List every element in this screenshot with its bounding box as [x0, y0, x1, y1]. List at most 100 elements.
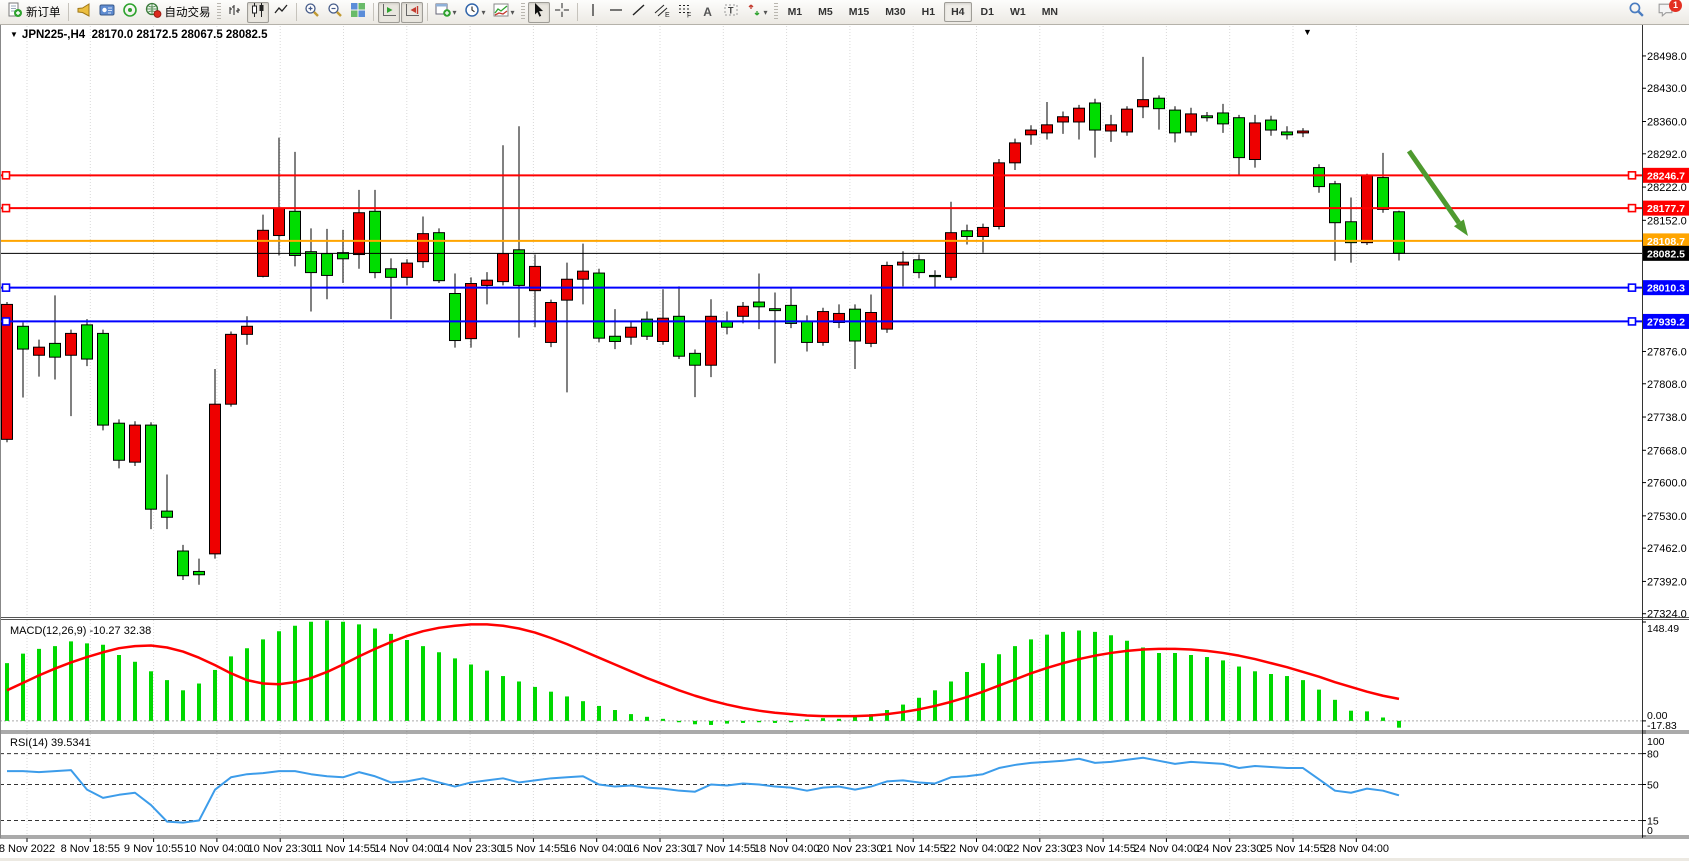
dropdown-caret: ▾: [510, 7, 515, 17]
vertical-line-icon: [585, 2, 601, 23]
svg-text:28152.0: 28152.0: [1647, 215, 1687, 227]
megaphone-button[interactable]: [73, 2, 95, 23]
svg-text:24 Nov 04:00: 24 Nov 04:00: [1134, 843, 1199, 855]
timeframe-button-M15[interactable]: M15: [848, 6, 870, 18]
new-chart-button[interactable]: ▾: [432, 2, 460, 23]
zoom-out-button[interactable]: [324, 2, 346, 23]
timeframe-button-H1[interactable]: H1: [921, 6, 936, 18]
notification-badge: 1: [1669, 0, 1682, 12]
svg-text:27808.0: 27808.0: [1647, 379, 1687, 391]
timeframe-button-D1[interactable]: D1: [980, 6, 994, 18]
horizontal-line-icon: [608, 2, 624, 23]
trend-arrow-head: [1453, 219, 1468, 236]
toolbar-right: 1: [1625, 0, 1685, 23]
svg-text:F: F: [687, 12, 691, 18]
timeframe-button-M30[interactable]: M30: [885, 6, 906, 18]
svg-text:21 Nov 14:55: 21 Nov 14:55: [880, 843, 945, 855]
svg-text:20 Nov 23:30: 20 Nov 23:30: [817, 843, 882, 855]
chart-shift-button[interactable]: [400, 1, 423, 23]
fibonacci-icon: F: [677, 2, 693, 23]
candlestick-chart-button[interactable]: [246, 1, 269, 23]
toolbar-grip: [773, 3, 778, 21]
text-icon: A: [703, 5, 712, 19]
trend-arrow: [1406, 149, 1461, 225]
svg-text:28177.7: 28177.7: [1647, 203, 1685, 215]
horizontal-line-button[interactable]: [605, 2, 627, 23]
signals-button[interactable]: [119, 2, 141, 23]
crosshair-icon: [554, 2, 570, 23]
fibonacci-button[interactable]: F: [674, 2, 696, 23]
svg-text:11 Nov 14:55: 11 Nov 14:55: [311, 843, 376, 855]
candlestick-chart-icon: [250, 2, 266, 23]
signals-icon: [122, 2, 138, 23]
trendline-icon: [631, 2, 647, 23]
timeframe-button-M5[interactable]: M5: [818, 6, 833, 18]
svg-text:27668.0: 27668.0: [1647, 445, 1687, 457]
auto-scroll-button[interactable]: [377, 1, 400, 23]
price-axis[interactable]: 28498.0 28430.0 28360.0 28292.0 28222.0 28152…: [1642, 51, 1689, 621]
chart-dropdown-icon[interactable]: ▼: [10, 30, 18, 39]
vertical-line-button[interactable]: [582, 2, 604, 23]
cursor-button[interactable]: [527, 1, 550, 23]
toolbar-grip: [216, 3, 221, 21]
tile-windows-icon: [350, 2, 366, 23]
arrows-button[interactable]: ▾: [743, 2, 771, 23]
toolbar-grip: [520, 3, 525, 21]
separator: [576, 3, 578, 21]
macd-label: MACD(12,26,9) -10.27 32.38: [10, 625, 152, 637]
svg-text:28498.0: 28498.0: [1647, 51, 1687, 63]
algo-trading-button[interactable]: 自动交易: [142, 2, 214, 23]
notifications-button[interactable]: 1: [1654, 0, 1682, 23]
new-order-button[interactable]: 新订单: [4, 2, 64, 23]
svg-text:16 Nov 23:30: 16 Nov 23:30: [627, 843, 692, 855]
svg-text:24 Nov 23:30: 24 Nov 23:30: [1197, 843, 1262, 855]
svg-text:148.49: 148.49: [1647, 623, 1679, 635]
search-icon: [1628, 1, 1645, 23]
dropdown-caret: ▾: [763, 7, 768, 17]
main-toolbar: 新订单 自动交易: [0, 0, 1689, 25]
candles-layer: [1, 56, 1405, 585]
svg-text:15: 15: [1647, 816, 1659, 828]
svg-text:50: 50: [1647, 780, 1659, 792]
svg-text:23 Nov 14:55: 23 Nov 14:55: [1070, 843, 1135, 855]
svg-text:18 Nov 04:00: 18 Nov 04:00: [754, 843, 819, 855]
text-label-button[interactable]: T: [720, 2, 742, 23]
search-button[interactable]: [1625, 2, 1648, 23]
svg-text:28430.0: 28430.0: [1647, 83, 1687, 95]
tile-windows-button[interactable]: [347, 2, 369, 23]
text-button[interactable]: A: [697, 2, 719, 23]
macd-axis: 148.49 0.00-17.83: [1642, 621, 1679, 732]
megaphone-icon: [76, 2, 92, 23]
svg-text:E: E: [665, 12, 670, 18]
trendline-button[interactable]: [628, 2, 650, 23]
chart-canvas[interactable]: 8 Nov 2022 8 Nov 18:55 9 Nov 10:55 10 Nov 0…: [0, 25, 1689, 858]
new-order-label: 新订单: [26, 7, 61, 19]
periods-button[interactable]: ▾: [461, 2, 489, 23]
svg-text:28222.0: 28222.0: [1647, 182, 1687, 194]
chart-title-symbol: JPN225-,H4: [21, 29, 86, 41]
timeframe-button-M1[interactable]: M1: [787, 6, 803, 18]
chart-shift-marker[interactable]: ▼: [1303, 27, 1312, 37]
market-watch-button[interactable]: [96, 2, 118, 23]
line-chart-button[interactable]: [270, 2, 292, 23]
svg-text:25 Nov 14:55: 25 Nov 14:55: [1260, 843, 1325, 855]
svg-text:-17.83: -17.83: [1647, 720, 1677, 732]
crosshair-button[interactable]: [551, 2, 573, 23]
timeframe-button-MN[interactable]: MN: [1041, 6, 1059, 18]
svg-text:9 Nov 10:55: 9 Nov 10:55: [124, 843, 183, 855]
svg-text:T: T: [728, 5, 734, 15]
text-label-icon: T: [723, 2, 739, 23]
separator: [295, 3, 297, 21]
svg-text:8 Nov 18:55: 8 Nov 18:55: [61, 843, 120, 855]
indicators-button[interactable]: ▾: [490, 2, 518, 23]
timeframe-button-H4[interactable]: H4: [944, 2, 972, 22]
svg-text:15 Nov 14:55: 15 Nov 14:55: [501, 843, 566, 855]
svg-text:28246.7: 28246.7: [1647, 170, 1685, 182]
zoom-in-button[interactable]: [301, 2, 323, 23]
bar-chart-button[interactable]: [224, 2, 246, 23]
timeframe-button-W1[interactable]: W1: [1009, 6, 1026, 18]
svg-text:28360.0: 28360.0: [1647, 116, 1687, 128]
equidistant-channel-button[interactable]: E: [651, 2, 673, 23]
separator: [67, 3, 69, 21]
